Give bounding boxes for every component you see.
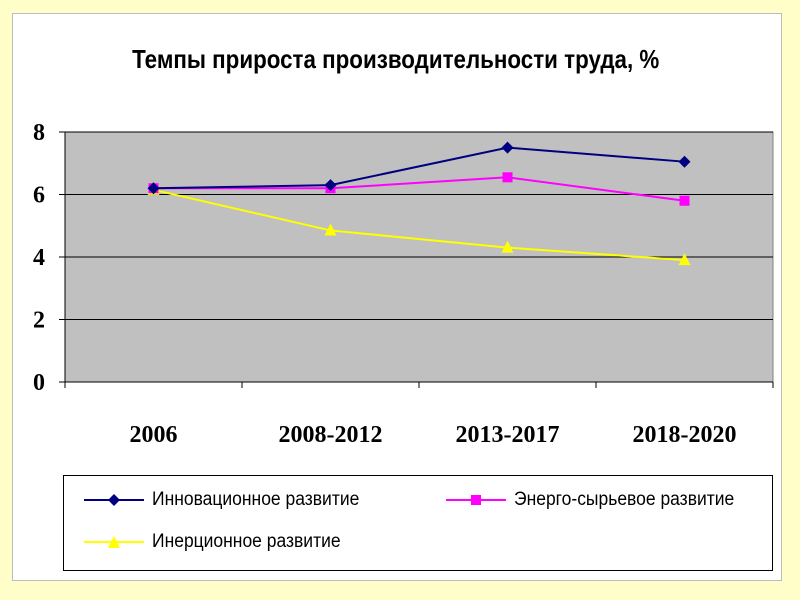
legend-label: Инерционное развитие xyxy=(152,531,341,552)
chart-title: Темпы прироста производительности труда,… xyxy=(132,44,660,74)
x-tick-label: 2008-2012 xyxy=(279,422,383,448)
y-tick-label: 8 xyxy=(33,120,45,146)
legend-item-innovation: Инновационное развитие xyxy=(82,486,377,514)
y-tick-label: 2 xyxy=(33,308,45,334)
series-line xyxy=(153,176,685,202)
series-line xyxy=(153,188,685,262)
y-tick-label: 4 xyxy=(33,245,45,271)
data-point-diamond xyxy=(324,179,337,192)
data-point-triangle xyxy=(678,253,691,266)
legend-marker-square-icon xyxy=(446,495,506,505)
legend-marker-triangle-icon xyxy=(84,536,144,548)
x-tick-label: 2013-2017 xyxy=(456,422,560,448)
chart-legend: Инновационное развитие Энерго-сырьевое р… xyxy=(63,475,773,571)
legend-marker-diamond-icon xyxy=(84,494,144,506)
series-line xyxy=(153,146,685,190)
data-point-triangle xyxy=(501,240,514,253)
legend-item-inertial: Инерционное развитие xyxy=(82,528,357,556)
data-point-diamond xyxy=(501,141,514,154)
legend-item-energy: Энерго-сырьевое развитие xyxy=(444,486,753,514)
y-tick-label: 6 xyxy=(33,183,45,209)
data-point-square xyxy=(679,195,690,206)
legend-label: Инновационное развитие xyxy=(152,489,360,510)
data-point-diamond xyxy=(678,155,691,168)
data-point-diamond xyxy=(147,182,160,195)
data-point-triangle xyxy=(324,223,337,236)
legend-label: Энерго-сырьевое развитие xyxy=(514,489,735,510)
data-point-square xyxy=(502,172,513,183)
x-tick-label: 2006 xyxy=(130,422,178,448)
y-tick-label: 0 xyxy=(33,370,45,396)
x-tick-label: 2018-2020 xyxy=(633,422,737,448)
